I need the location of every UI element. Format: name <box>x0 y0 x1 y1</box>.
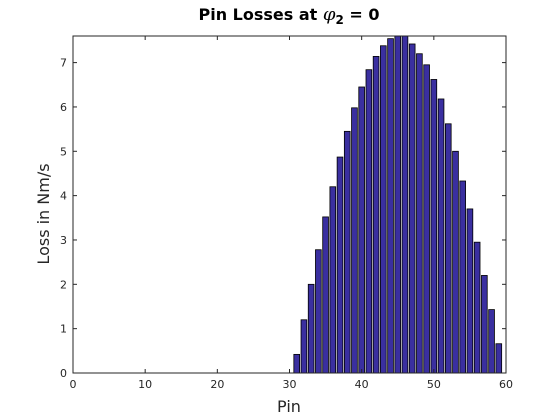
bar-pin-47 <box>408 43 416 374</box>
bar-pin-58 <box>488 309 495 374</box>
bar-pin-38 <box>343 130 351 374</box>
y-axis-label: Loss in Nm/s <box>34 163 53 264</box>
x-axis-label: Pin <box>277 397 301 416</box>
y-tick-label-6: 6 <box>60 101 67 114</box>
bar-pin-46 <box>401 35 409 374</box>
bar-pin-32 <box>300 319 308 374</box>
chart-title-suffix: = 0 <box>344 5 380 24</box>
bar-pin-39 <box>351 107 358 374</box>
y-tick-label-1: 1 <box>60 323 67 336</box>
x-tick-label-50: 50 <box>427 378 441 391</box>
x-tick-label-30: 30 <box>283 378 297 391</box>
bar-pin-57 <box>481 275 488 374</box>
plot-area: 0 10 20 30 40 50 60 0 1 2 3 4 5 6 7 <box>60 35 513 391</box>
y-tick-label-3: 3 <box>60 234 67 247</box>
x-tick-label-10: 10 <box>138 378 152 391</box>
x-tick-label-40: 40 <box>355 378 369 391</box>
bar-pin-54 <box>459 180 466 374</box>
bar-pin-41 <box>365 69 373 374</box>
x-tick-label-20: 20 <box>210 378 224 391</box>
bar-pin-52 <box>444 123 452 374</box>
x-tick-label-60: 60 <box>499 378 513 391</box>
chart-title-symbol: φ <box>323 4 336 25</box>
bar-pin-45 <box>394 35 402 374</box>
chart-title-prefix: Pin Losses at <box>198 5 322 24</box>
bar-pin-53 <box>452 150 459 374</box>
bar-pin-55 <box>466 208 474 374</box>
bar-pin-42 <box>372 56 380 374</box>
bar-pin-43 <box>380 45 387 374</box>
bar-pin-35 <box>322 216 329 374</box>
bar-pin-31 <box>293 353 300 374</box>
bar-pin-37 <box>336 156 344 374</box>
bar-pin-48 <box>416 53 423 374</box>
y-tick-label-0: 0 <box>60 367 67 380</box>
y-tick-label-4: 4 <box>60 190 67 203</box>
bar-pin-49 <box>423 64 430 374</box>
bar-pin-40 <box>358 86 365 374</box>
bar-pin-36 <box>329 186 337 374</box>
x-tick-label-0: 0 <box>70 378 77 391</box>
bar-pin-59 <box>495 343 503 374</box>
bar-pin-51 <box>437 98 445 374</box>
chart-title-subscript: 2 <box>335 13 343 27</box>
bar-pin-34 <box>315 249 322 374</box>
y-tick-label-5: 5 <box>60 145 67 158</box>
bar-pin-56 <box>473 241 481 374</box>
y-tick-label-7: 7 <box>60 57 67 70</box>
bar-pin-33 <box>307 283 315 374</box>
y-tick-label-2: 2 <box>60 278 67 291</box>
bar-pin-50 <box>430 79 438 374</box>
bar-pin-44 <box>387 38 394 374</box>
chart-title: Pin Losses at φ2 = 0 <box>198 4 379 27</box>
